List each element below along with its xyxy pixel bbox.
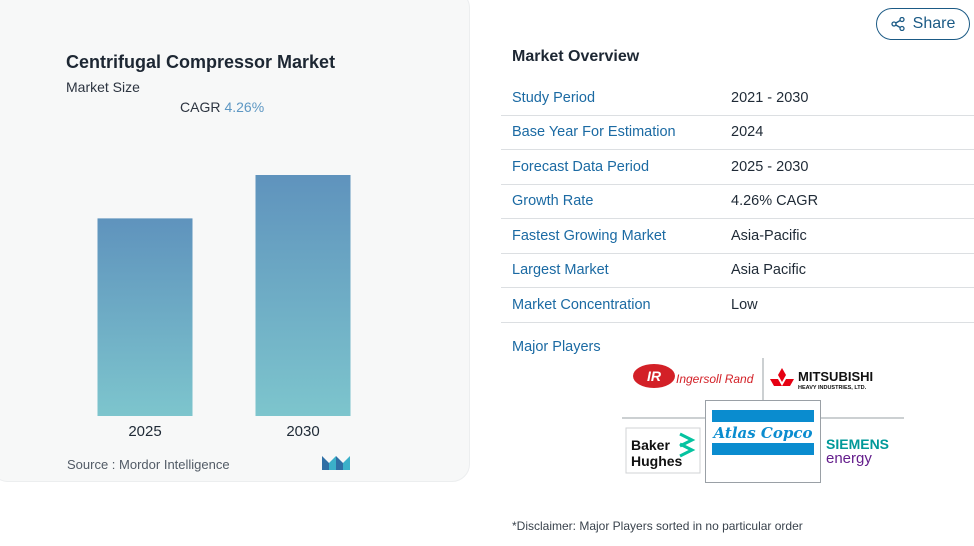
overview-table: Study Period 2021 - 2030 Base Year For Est… [501, 81, 974, 323]
bar-2030 [255, 175, 351, 416]
overview-row: Base Year For Estimation 2024 [501, 116, 974, 150]
share-button[interactable]: Share [876, 8, 970, 40]
overview-row-label: Forecast Data Period [512, 158, 650, 175]
share-label: Share [912, 15, 956, 32]
overview-row: Growth Rate 4.26% CAGR [501, 185, 974, 219]
overview-title: Market Overview [512, 48, 640, 65]
ingersoll-mark: IR [647, 368, 662, 384]
siemens-line1: SIEMENS [826, 436, 889, 452]
ingersoll-text: Ingersoll Rand [676, 372, 754, 386]
source-text: Source : Mordor Intelligence [67, 457, 230, 472]
overview-row-label: Growth Rate [512, 193, 594, 210]
overview-row: Fastest Growing Market Asia-Pacific [501, 219, 974, 254]
overview-row-label: Market Concentration [512, 296, 651, 313]
overview-row-label: Fastest Growing Market [512, 227, 666, 244]
overview-row: Forecast Data Period 2025 - 2030 [501, 150, 974, 185]
chart-subtitle: Market Size [66, 79, 140, 95]
mitsubishi-line1: MITSUBISHI [798, 369, 873, 384]
mitsubishi-logo: MITSUBISHI HEAVY INDUSTRIES, LTD. [770, 368, 873, 391]
mitsubishi-line2: HEAVY INDUSTRIES, LTD. [798, 385, 867, 391]
overview-row-label: Base Year For Estimation [512, 124, 676, 141]
cagr-label: CAGR 4.26% [180, 99, 264, 115]
overview-row-value: 2025 - 2030 [731, 158, 809, 175]
mordor-logo-icon [322, 456, 350, 470]
ingersoll-rand-logo: IR Ingersoll Rand [633, 364, 754, 388]
source-label: Source : [67, 457, 116, 472]
atlas-text: Atlas Copco [712, 424, 813, 442]
overview-row-label: Largest Market [512, 262, 609, 279]
overview-row-value: Asia-Pacific [731, 227, 807, 244]
overview-row-value: Low [731, 296, 758, 313]
logo-center-box [705, 400, 821, 483]
x-tick-label: 2025 [128, 423, 161, 440]
major-players-label: Major Players [512, 339, 601, 355]
siemens-energy-logo: SIEMENS energy [826, 436, 889, 467]
overview-row-value: 2024 [731, 124, 764, 141]
cagr-text: CAGR [180, 99, 221, 115]
overview-row-value: 2021 - 2030 [731, 89, 809, 106]
chart-title: Centrifugal Compressor Market [66, 52, 336, 72]
baker-hughes-logo: Baker Hughes [625, 427, 701, 474]
cagr-value: 4.26% [224, 99, 265, 115]
baker-line2: Hughes [631, 453, 683, 469]
baker-line1: Baker [631, 437, 670, 453]
overview-row: Market Concentration Low [501, 288, 974, 323]
chart-card [0, 0, 470, 482]
share-icon [890, 17, 905, 31]
source-name: Mordor Intelligence [119, 457, 230, 472]
siemens-line2: energy [826, 450, 872, 467]
bar-chart: 2025 2030 [97, 175, 351, 440]
overview-row: Largest Market Asia Pacific [501, 254, 974, 288]
overview-row-value: Asia Pacific [731, 262, 806, 279]
disclaimer: *Disclaimer: Major Players sorted in no … [512, 519, 803, 533]
overview-row-value: 4.26% CAGR [731, 193, 819, 210]
atlas-copco-logo: Atlas Copco [712, 410, 814, 455]
x-tick-label: 2030 [286, 423, 319, 440]
bar-2025 [97, 218, 193, 416]
overview-row: Study Period 2021 - 2030 [501, 81, 974, 116]
overview-row-label: Study Period [512, 89, 596, 106]
